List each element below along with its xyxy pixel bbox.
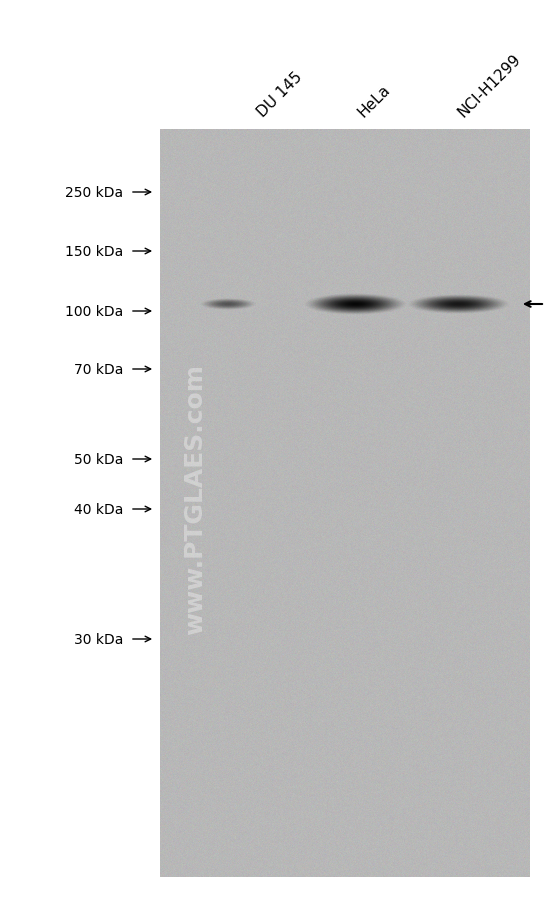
Text: 100 kDa: 100 kDa [65, 305, 123, 318]
Text: 150 kDa: 150 kDa [65, 244, 123, 259]
Text: NCI-H1299: NCI-H1299 [455, 51, 524, 120]
Text: 40 kDa: 40 kDa [73, 502, 123, 517]
Text: 250 kDa: 250 kDa [65, 186, 123, 199]
Text: HeLa: HeLa [355, 82, 393, 120]
Text: 50 kDa: 50 kDa [73, 453, 123, 466]
Text: www.PTGLAES.com: www.PTGLAES.com [183, 364, 207, 635]
Text: 30 kDa: 30 kDa [73, 632, 123, 647]
Text: DU 145: DU 145 [255, 69, 306, 120]
Text: 70 kDa: 70 kDa [73, 363, 123, 376]
